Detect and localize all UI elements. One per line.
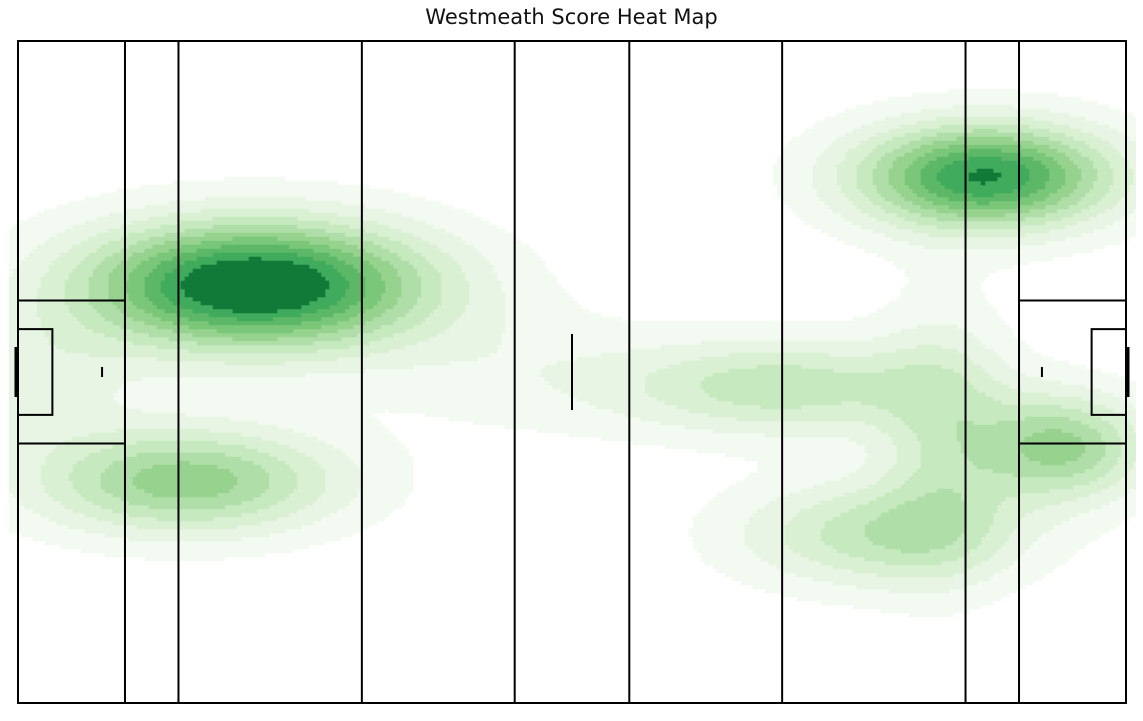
right-small-rectangle — [1090, 328, 1126, 416]
density-level-10 — [180, 168, 1002, 314]
right-large-rectangle — [1018, 299, 1126, 445]
pitch-markings — [14, 40, 1130, 704]
chart-title: Westmeath Score Heat Map — [425, 5, 718, 29]
left-large-rectangle — [18, 299, 126, 445]
left-small-rectangle — [18, 328, 54, 416]
density-level-5 — [88, 128, 1106, 554]
pitch-boundary — [17, 40, 1127, 704]
